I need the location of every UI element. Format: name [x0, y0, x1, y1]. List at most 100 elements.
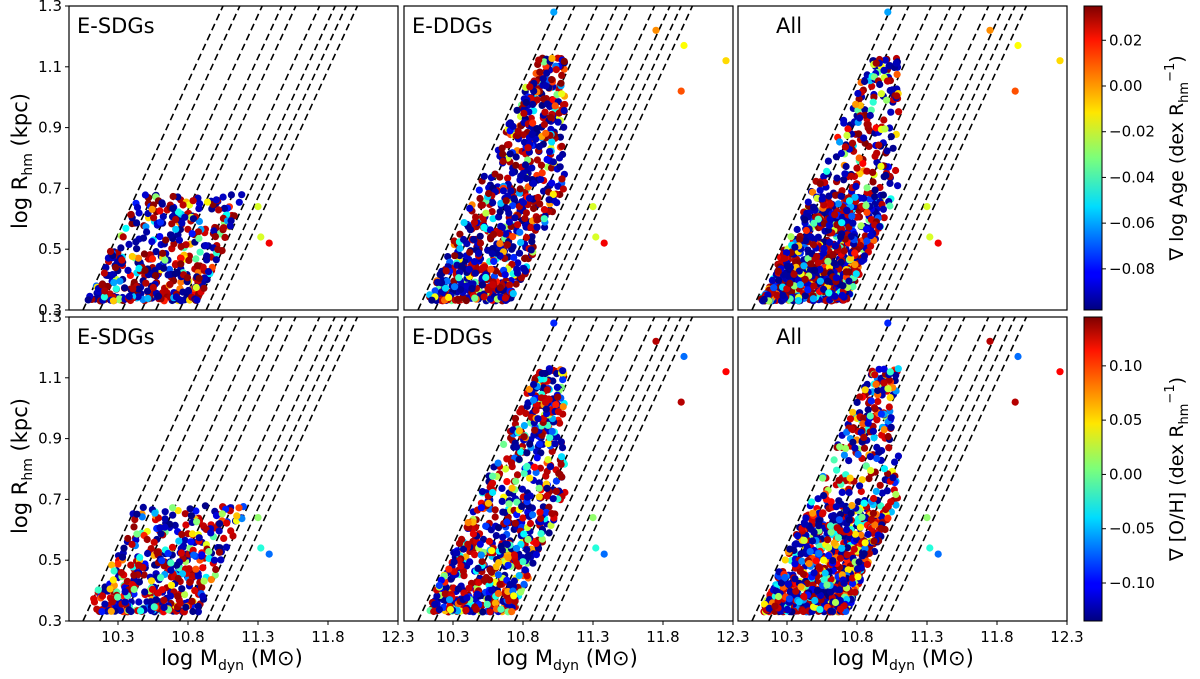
data-point [859, 420, 867, 428]
data-point [511, 414, 520, 423]
data-point [847, 232, 855, 241]
data-point [177, 242, 185, 250]
panel-frame [403, 5, 734, 311]
data-point [227, 217, 235, 225]
data-point [791, 560, 799, 568]
y-tick-label: 0.9 [38, 430, 62, 448]
reference-line [551, 317, 694, 621]
data-point [476, 194, 484, 203]
data-point [880, 66, 888, 74]
data-point [455, 274, 463, 282]
data-point [810, 569, 818, 577]
data-point [510, 195, 518, 203]
data-point [835, 476, 843, 484]
x-tick-label: 11.8 [980, 628, 1013, 646]
data-point [519, 514, 527, 522]
data-point [884, 319, 892, 327]
data-point [529, 100, 537, 108]
data-point [801, 520, 809, 528]
data-point [153, 548, 161, 556]
data-point [512, 544, 521, 553]
data-point [816, 186, 824, 194]
data-point [824, 257, 832, 265]
data-point [133, 219, 141, 227]
x-tick-label: 10.8 [171, 628, 204, 646]
data-point [445, 293, 453, 301]
data-point [166, 280, 174, 288]
data-point [559, 403, 567, 411]
data-point [830, 259, 838, 267]
data-point [463, 594, 471, 602]
data-point [891, 458, 899, 466]
data-point [503, 478, 511, 486]
data-point [196, 200, 204, 208]
data-point [809, 188, 817, 196]
data-point [844, 566, 852, 574]
data-point [458, 262, 466, 270]
data-point [542, 82, 550, 90]
data-point [880, 426, 888, 434]
data-point [148, 238, 156, 246]
data-point [820, 244, 828, 252]
data-point [836, 443, 844, 451]
data-point [456, 252, 464, 260]
data-point [874, 386, 882, 395]
data-point [151, 509, 159, 517]
data-point [775, 276, 783, 284]
data-point [837, 233, 845, 241]
data-point [539, 75, 547, 83]
data-point [813, 586, 822, 595]
data-point [809, 509, 817, 517]
data-point [220, 534, 228, 543]
data-point [869, 178, 877, 186]
data-point [840, 451, 849, 459]
data-point [883, 147, 891, 155]
data-point [784, 580, 792, 588]
data-point [557, 460, 565, 468]
y-tick-label: 1.1 [38, 58, 62, 76]
reference-line [205, 6, 347, 310]
data-point [140, 250, 148, 258]
data-point [533, 125, 541, 133]
y-tick-label: 0.5 [38, 240, 62, 258]
data-point [485, 537, 493, 546]
data-point [471, 258, 479, 266]
data-point [187, 512, 195, 520]
reference-line [751, 317, 893, 621]
data-point [815, 542, 823, 550]
data-point [592, 544, 600, 552]
data-point [768, 276, 777, 284]
data-point [189, 215, 197, 223]
data-point [554, 393, 562, 401]
data-point [821, 569, 829, 577]
data-point [494, 589, 502, 598]
data-point [143, 535, 151, 544]
data-point [857, 222, 865, 230]
reference-line [885, 317, 1028, 621]
data-point [460, 235, 468, 244]
data-point [443, 277, 451, 285]
data-point [219, 193, 227, 201]
data-point [846, 474, 854, 482]
data-point [212, 511, 221, 520]
data-point [522, 233, 531, 242]
data-point [215, 548, 223, 556]
x-tick-label: 12.3 [716, 628, 749, 646]
data-point [476, 239, 485, 247]
data-point [115, 295, 123, 303]
data-point [774, 267, 782, 275]
data-point [156, 207, 164, 215]
data-point [870, 494, 878, 503]
data-point [589, 514, 597, 522]
data-point [796, 235, 804, 244]
data-point [181, 536, 189, 544]
data-point [895, 108, 903, 116]
data-point [238, 191, 246, 199]
data-point [215, 206, 223, 214]
data-point [869, 98, 877, 106]
data-point [827, 588, 835, 596]
data-point [810, 528, 818, 537]
data-point [488, 547, 496, 555]
